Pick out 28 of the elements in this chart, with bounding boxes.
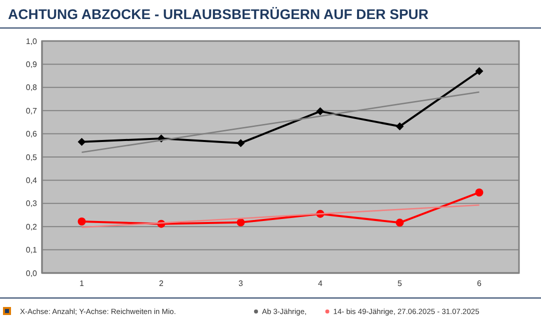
x-tick-label: 2 <box>159 279 164 288</box>
chart-title: ACHTUNG ABZOCKE - URLAUBSBETRÜGERN AUF DER SPUR <box>8 6 429 22</box>
y-tick-label: 0,9 <box>26 60 38 69</box>
y-tick-label: 0,4 <box>26 176 38 185</box>
point <box>396 218 404 227</box>
y-tick-label: 0,5 <box>26 152 38 162</box>
y-tick-label: 0,1 <box>26 246 38 255</box>
y-tick-label: 1,0 <box>26 36 38 46</box>
x-tick-label: 6 <box>477 279 482 288</box>
y-tick-label: 0,8 <box>26 83 38 92</box>
point <box>78 138 86 146</box>
point <box>475 188 484 196</box>
x-tick-label: 4 <box>318 279 324 288</box>
point <box>396 122 404 130</box>
y-tick-label: 0,6 <box>26 130 38 139</box>
x-tick-label: 1 <box>80 279 85 288</box>
line-series <box>81 204 480 228</box>
x-tick-label: 5 <box>398 279 403 288</box>
point <box>475 67 484 76</box>
x-tick-label: 3 <box>238 279 244 288</box>
point <box>316 107 324 116</box>
y-tick-label: 0,3 <box>26 199 38 208</box>
y-tick-label: 0,2 <box>26 222 38 232</box>
point <box>78 218 86 226</box>
point <box>236 218 245 226</box>
y-tick-label: 0,7 <box>26 106 38 116</box>
y-tick-label: 0,0 <box>26 268 38 278</box>
point <box>236 139 245 148</box>
